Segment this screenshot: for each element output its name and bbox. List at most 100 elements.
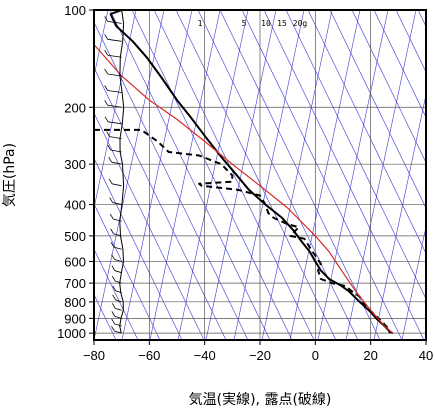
mixing-ratio-line	[94, 10, 137, 210]
wind-barb	[114, 270, 122, 274]
wind-barb	[115, 280, 122, 284]
dry-adiabat-line	[373, 10, 426, 118]
wind-barb	[112, 202, 122, 205]
dry-adiabat-line	[94, 21, 249, 340]
dry-adiabat-line	[351, 10, 426, 164]
wind-staff	[119, 10, 125, 334]
mixing-ratio-line	[205, 10, 277, 340]
wind-barb	[114, 315, 122, 319]
wind-barb	[108, 121, 122, 125]
x-tick-label: −60	[138, 348, 160, 363]
dry-adiabat-line	[175, 10, 337, 340]
y-axis-title: 気圧(hPa)	[2, 143, 18, 207]
wind-barb-flag	[104, 85, 109, 91]
dry-adiabat-line	[285, 10, 426, 300]
dry-adiabat-line	[329, 10, 426, 209]
dry-adiabat-line	[241, 10, 403, 340]
wind-barb-flag	[108, 156, 113, 163]
x-axis-title: 気温(実線), 露点(破線)	[189, 392, 332, 408]
mixing-ratio-label: 1	[198, 19, 203, 28]
wind-barb	[115, 299, 122, 303]
wind-barb-flag	[105, 3, 108, 8]
wind-barb-flag	[104, 68, 109, 75]
wind-barb-flag	[111, 303, 116, 309]
mixing-ratio-line	[177, 10, 249, 340]
wind-barb-flag	[111, 275, 116, 282]
mixing-ratio-line	[289, 10, 361, 340]
x-tick-label: −40	[194, 348, 216, 363]
wind-barbs	[104, 3, 125, 334]
x-axis-ticks: −80 −60 −40 −20 0 20 40	[83, 340, 433, 363]
mixing-ratio-line	[94, 10, 165, 340]
y-tick-label: 400	[64, 198, 86, 213]
mixing-ratio-label: 20g	[293, 19, 308, 28]
wind-barb-flag	[104, 100, 109, 106]
y-tick-label: 1000	[57, 326, 86, 341]
wind-barb-flag	[111, 265, 116, 271]
mixing-ratio-line	[317, 10, 389, 340]
wind-barb	[107, 90, 122, 93]
x-tick-label: 40	[419, 348, 433, 363]
temperature-line	[109, 10, 394, 335]
wind-barb	[115, 307, 122, 311]
mixing-ratio-labels: 1 5 10 15 20g	[198, 19, 308, 28]
dry-adiabat-line	[131, 10, 293, 340]
wind-barb-flag	[111, 318, 116, 325]
wind-barb-flag	[110, 242, 115, 248]
y-tick-label: 100	[64, 3, 86, 18]
wind-barb-flag	[106, 131, 111, 137]
wind-barb-flag	[104, 50, 109, 56]
y-tick-label: 900	[64, 311, 86, 326]
y-tick-label: 500	[64, 229, 86, 244]
y-tick-label: 800	[64, 295, 86, 310]
dry-adiabat-line	[307, 10, 426, 255]
wind-barb	[111, 183, 122, 187]
y-tick-label: 200	[64, 100, 86, 115]
mixing-ratio-line	[94, 10, 109, 78]
y-tick-label: 300	[64, 157, 86, 172]
mixing-ratio-line	[233, 10, 305, 340]
dewpoint-line	[94, 128, 391, 334]
x-tick-label: 20	[363, 348, 377, 363]
wind-barb	[114, 330, 122, 334]
parcel-line	[94, 44, 394, 334]
dry-adiabat-line	[395, 10, 426, 73]
dry-adiabat-line	[94, 203, 161, 340]
dry-adiabat-line	[94, 157, 183, 340]
mixing-ratio-line	[430, 10, 435, 340]
wind-barb-flag	[112, 285, 117, 291]
wind-barb-flag	[109, 213, 114, 220]
wind-barb	[107, 104, 122, 108]
mixing-ratio-label: 10	[261, 19, 271, 28]
dry-adiabat-line	[109, 10, 271, 340]
wind-barb-flag	[104, 116, 109, 123]
wind-barb	[111, 161, 122, 165]
wind-barb	[107, 38, 122, 42]
wind-barb-flag	[111, 254, 115, 260]
mixing-ratio-line	[373, 93, 426, 340]
dry-adiabat-line	[263, 10, 425, 340]
x-tick-label: −20	[249, 348, 271, 363]
dry-adiabat-line	[94, 248, 139, 340]
wind-barb	[113, 246, 122, 250]
x-tick-label: −80	[83, 348, 105, 363]
wind-barb-flag	[111, 325, 115, 332]
series-lines	[94, 10, 394, 335]
mixing-ratio-label: 5	[242, 19, 247, 28]
mixing-ratio-line	[261, 10, 333, 340]
wind-barb-flag	[107, 144, 112, 151]
y-tick-label: 700	[64, 276, 86, 291]
grid-lines	[94, 10, 426, 340]
wind-barb	[107, 54, 122, 58]
dry-adiabat-line	[153, 10, 315, 340]
mixing-ratio-label: 15	[277, 19, 287, 28]
wind-barb-flag	[104, 16, 109, 22]
wind-barb	[107, 20, 122, 24]
dry-adiabat-line	[197, 10, 359, 340]
wind-barb	[114, 323, 122, 327]
wind-barb	[107, 73, 122, 77]
adiabat-lines	[94, 10, 435, 340]
wind-barb-flag	[110, 228, 115, 235]
